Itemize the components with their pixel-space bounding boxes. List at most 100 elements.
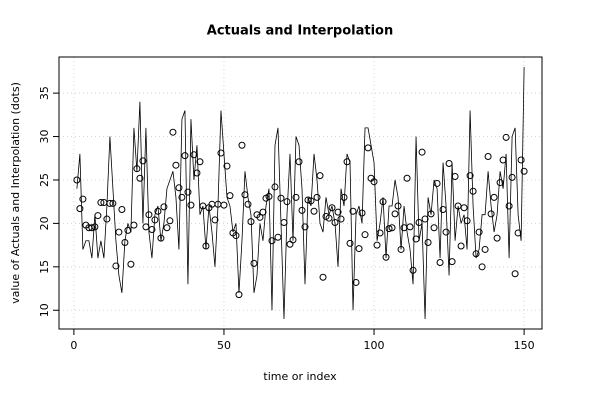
data-point [361, 231, 369, 239]
data-point [97, 199, 105, 207]
data-point [466, 172, 474, 180]
data-point [76, 205, 84, 213]
data-point [121, 239, 129, 247]
data-point [154, 207, 162, 215]
data-point [370, 178, 378, 186]
data-point [232, 232, 240, 240]
data-point [226, 192, 234, 200]
data-point [211, 216, 219, 224]
data-point [502, 133, 510, 141]
data-point [256, 213, 264, 221]
data-point [337, 215, 345, 223]
data-point [133, 165, 141, 173]
data-point [127, 260, 135, 268]
data-point [391, 210, 399, 218]
data-point [247, 218, 255, 226]
data-point [412, 235, 420, 243]
data-point [124, 226, 132, 234]
data-point [157, 234, 165, 242]
data-point [508, 173, 516, 181]
data-point [352, 278, 360, 286]
data-point [166, 217, 174, 225]
data-point [160, 203, 168, 211]
data-point [301, 223, 309, 231]
data-point [118, 206, 126, 214]
y-axis-label: value of Actuals and Interpolation (dots… [9, 82, 22, 304]
data-point [472, 250, 480, 258]
data-point [202, 242, 210, 250]
data-line [76, 67, 525, 319]
data-point [397, 245, 405, 253]
x-tick-label: 0 [70, 339, 77, 352]
data-point [151, 216, 159, 224]
data-point [346, 239, 354, 247]
data-point [94, 212, 102, 220]
data-point [373, 241, 381, 249]
data-point [355, 245, 363, 253]
data-point [313, 193, 321, 201]
data-point [451, 172, 459, 180]
data-point [238, 141, 246, 149]
data-point [418, 148, 426, 156]
x-tick-label: 150 [514, 339, 535, 352]
data-point [88, 224, 96, 232]
data-point [331, 219, 339, 227]
data-point [484, 153, 492, 161]
data-point [427, 210, 435, 218]
data-point [283, 198, 291, 206]
data-point [379, 198, 387, 206]
data-point [175, 184, 183, 192]
data-point [316, 172, 324, 180]
data-point [340, 193, 348, 201]
data-point [181, 152, 189, 160]
data-point [250, 259, 258, 267]
data-point [244, 200, 252, 208]
data-point [187, 201, 195, 209]
data-point [343, 158, 351, 166]
data-point [169, 128, 177, 136]
data-point [220, 201, 228, 209]
data-point [349, 207, 357, 215]
data-point [505, 202, 513, 210]
data-point [115, 228, 123, 236]
chart-title: Actuals and Interpolation [207, 24, 393, 39]
data-point [403, 174, 411, 182]
data-point [193, 169, 201, 177]
data-point [520, 167, 528, 175]
data-point [277, 194, 285, 202]
data-point [295, 158, 303, 166]
data-point [445, 159, 453, 167]
data-point [178, 193, 186, 201]
data-point [190, 151, 198, 159]
data-point [364, 144, 372, 152]
data-point [334, 208, 342, 216]
data-point [511, 270, 519, 278]
data-point [112, 262, 120, 270]
data-point [388, 224, 396, 232]
data-point [280, 219, 288, 227]
data-point [409, 266, 417, 274]
data-point [136, 174, 144, 182]
data-point [376, 229, 384, 237]
data-point [196, 158, 204, 166]
y-tick-label: 30 [38, 130, 51, 144]
data-point [274, 233, 282, 241]
data-point [448, 258, 456, 266]
data-point [358, 209, 366, 217]
data-point [499, 156, 507, 164]
data-point [475, 228, 483, 236]
data-point [310, 207, 318, 215]
data-point [217, 149, 225, 157]
data-point [241, 191, 249, 199]
data-point [328, 204, 336, 212]
data-point [172, 161, 180, 169]
data-point [271, 183, 279, 191]
data-point [442, 228, 450, 236]
x-tick-label: 50 [217, 339, 231, 352]
data-point [496, 179, 504, 187]
y-tick-label: 15 [38, 260, 51, 274]
data-point [460, 204, 468, 212]
data-point [421, 215, 429, 223]
